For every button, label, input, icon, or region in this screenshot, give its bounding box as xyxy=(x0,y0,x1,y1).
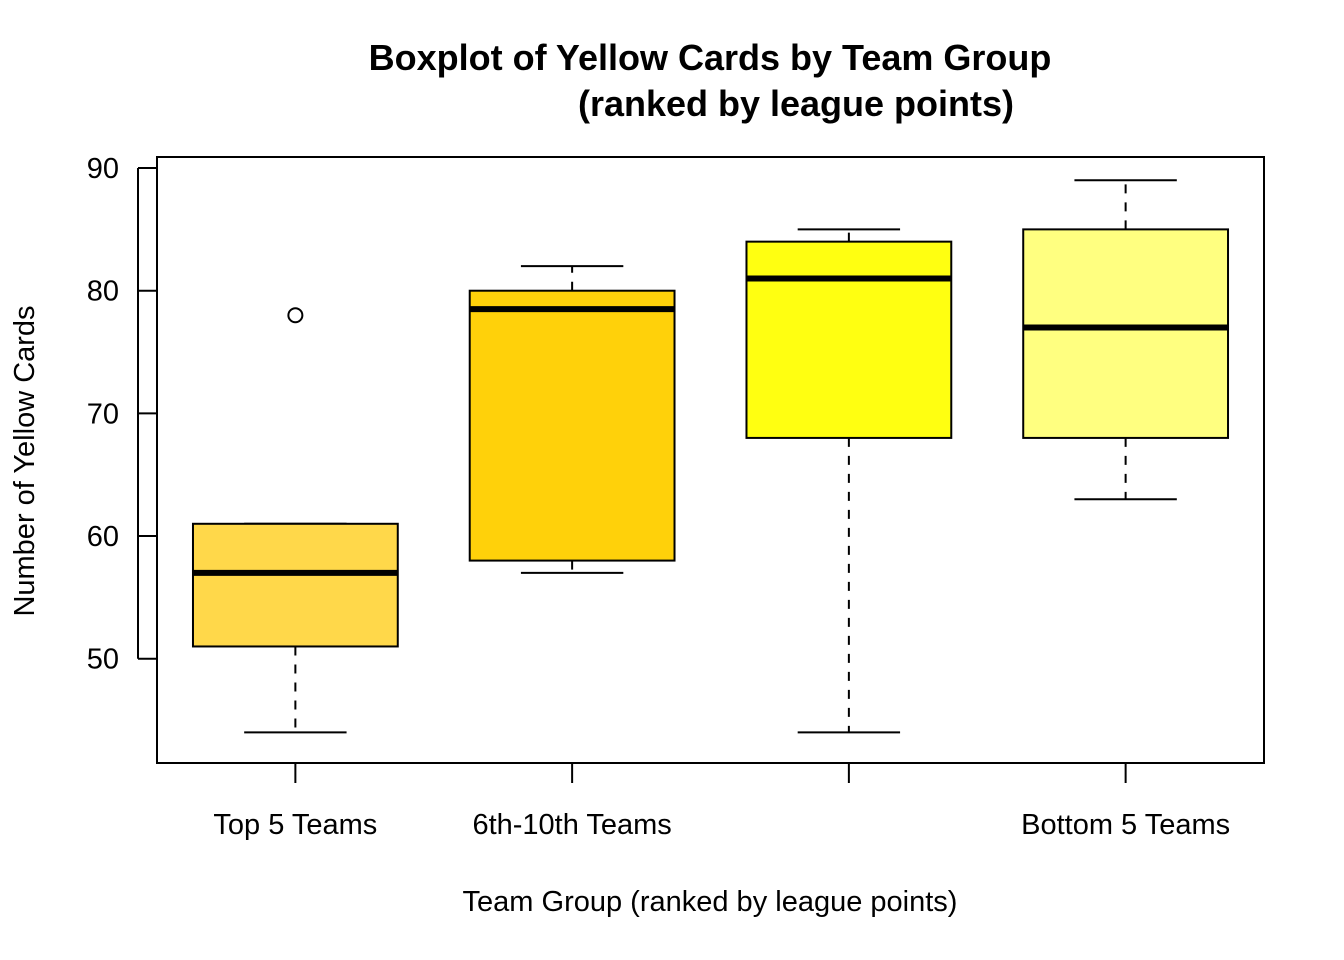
box-group xyxy=(468,265,676,574)
chart-title-line1: Boxplot of Yellow Cards by Team Group xyxy=(369,37,1052,78)
x-tick-label: 6th-10th Teams xyxy=(472,809,671,841)
box-group xyxy=(191,307,399,734)
box-group xyxy=(745,228,953,734)
box-iqr xyxy=(468,289,676,562)
x-tick-label: Top 5 Teams xyxy=(213,809,377,841)
chart-title-line2: (ranked by league points) xyxy=(578,83,1014,124)
y-tick-label: 90 xyxy=(87,153,119,185)
y-axis-label: Number of Yellow Cards xyxy=(9,305,41,616)
y-axis: 50 60 70 80 90 xyxy=(87,153,157,676)
box-iqr xyxy=(745,240,953,439)
x-tick-label: Bottom 5 Teams xyxy=(1021,809,1230,841)
y-tick-label: 60 xyxy=(87,521,119,553)
y-tick-label: 50 xyxy=(87,644,119,676)
x-axis: Top 5 Teams 6th-10th Teams Bottom 5 Teams xyxy=(213,763,1230,841)
y-tick-label: 80 xyxy=(87,276,119,308)
y-tick-label: 70 xyxy=(87,398,119,430)
box-group xyxy=(1022,179,1230,501)
outlier-point xyxy=(287,307,304,324)
box-iqr xyxy=(191,522,399,648)
plot-frame xyxy=(156,156,1265,764)
box-series xyxy=(191,179,1230,734)
box-iqr xyxy=(1022,228,1230,439)
x-axis-label: Team Group (ranked by league points) xyxy=(463,886,958,918)
